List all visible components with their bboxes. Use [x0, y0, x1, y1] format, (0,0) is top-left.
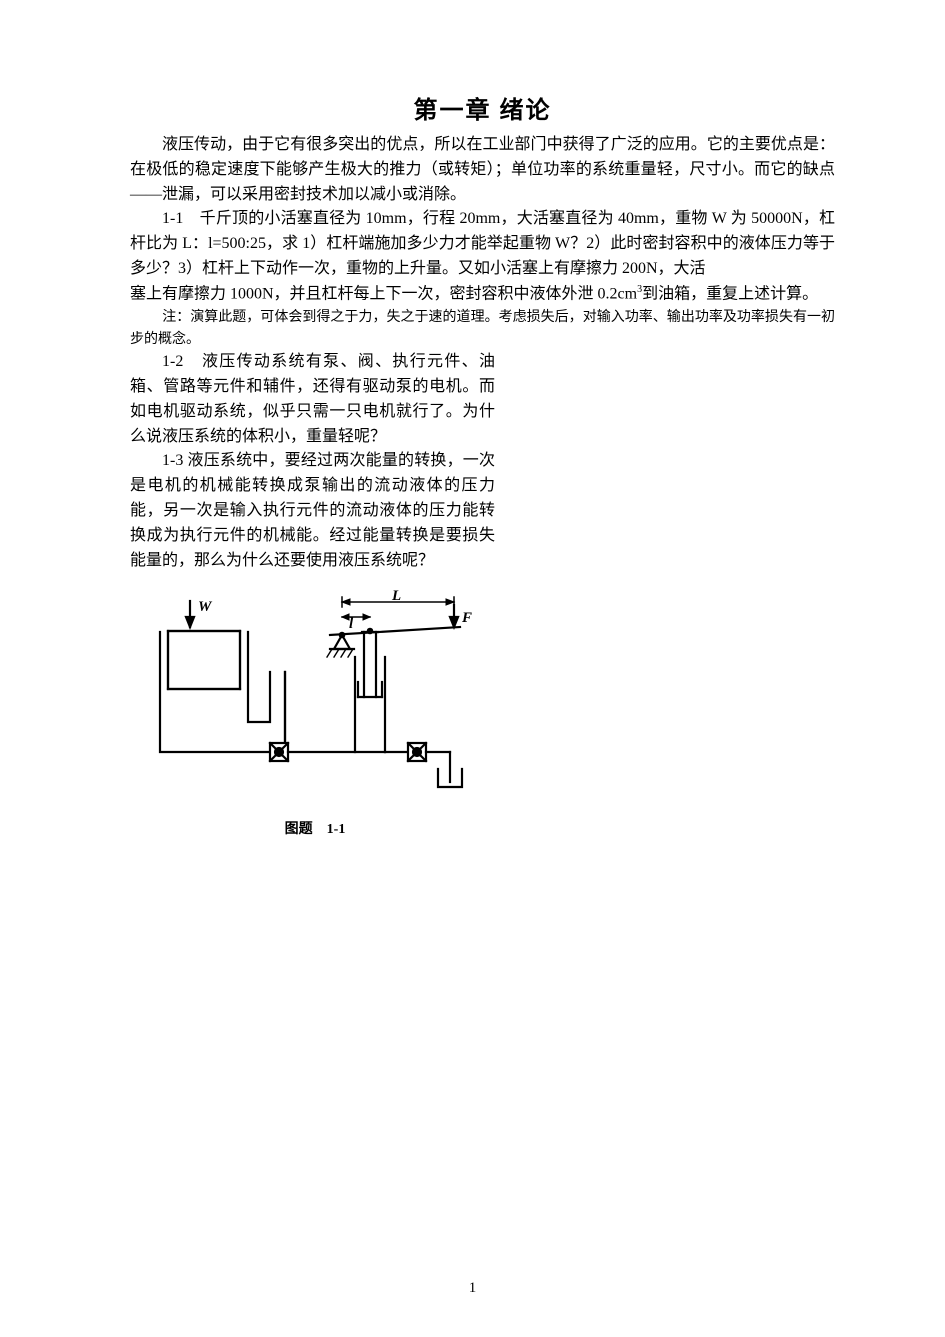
paragraph-1-3: 1-3 液压系统中，要经过两次能量的转换，一次是电机的机械能转换成泵输出的流动液…: [130, 449, 495, 573]
paragraph-intro: 液压传动，由于它有很多突出的优点，所以在工业部门中获得了广泛的应用。它的主要优点…: [130, 133, 835, 207]
paragraph-1-1a: 1-1 千斤顶的小活塞直径为 10mm，行程 20mm，大活塞直径为 40mm，…: [130, 207, 835, 281]
figure-diagram: W L l F: [130, 587, 500, 812]
figure-caption: 图题 1-1: [130, 818, 500, 838]
figure-label-F: F: [461, 610, 472, 626]
paragraph-note: 注：演算此题，可体会到得之于力，失之于速的道理。考虑损失后，对输入功率、输出功率…: [130, 307, 835, 350]
chapter-title: 第一章 绪论: [130, 90, 835, 125]
text-1-1b-pre: 塞上有摩擦力 1000N，并且杠杆每上下一次，密封容积中液体外泄 0.2cm: [130, 285, 637, 302]
paragraph-1-1b: 塞上有摩擦力 1000N，并且杠杆每上下一次，密封容积中液体外泄 0.2cm3到…: [130, 282, 835, 307]
paragraph-1-2: 1-2 液压传动系统有泵、阀、执行元件、油箱、管路等元件和辅件，还得有驱动泵的电…: [130, 350, 495, 449]
figure-1-1: W L l F 图题 1-1: [130, 587, 500, 838]
text-1-1b-post: 到油箱，重复上述计算。: [642, 285, 818, 302]
figure-label-l: l: [349, 616, 354, 632]
figure-label-L: L: [391, 588, 401, 604]
page-number: 1: [0, 1280, 945, 1297]
figure-label-w: W: [198, 599, 213, 615]
